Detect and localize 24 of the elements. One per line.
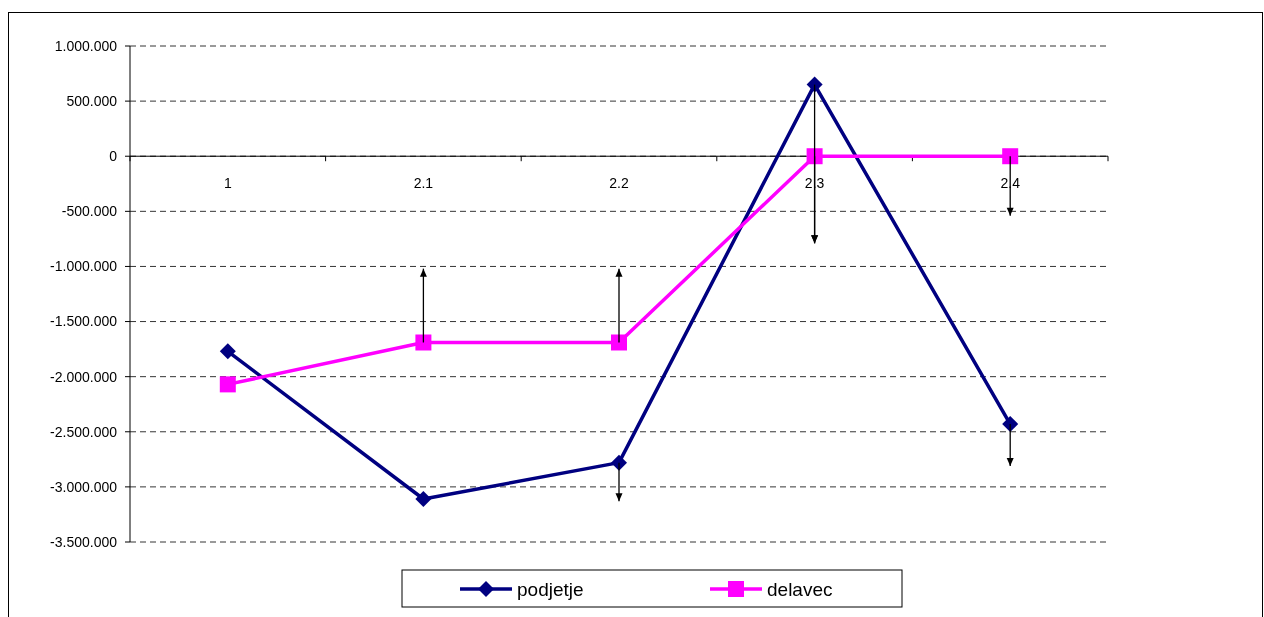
y-tick-label: -3.000.000 bbox=[50, 478, 118, 495]
legend-label: delavec bbox=[767, 578, 833, 600]
y-tick-label: -500.000 bbox=[61, 203, 118, 220]
y-tick-label: 0 bbox=[109, 148, 118, 165]
legend-label: podjetje bbox=[517, 578, 584, 600]
x-tick-label: 2.1 bbox=[413, 175, 434, 192]
point bbox=[219, 376, 236, 393]
y-tick-label: -3.500.000 bbox=[50, 533, 118, 550]
point bbox=[415, 334, 432, 351]
x-tick-label: 1 bbox=[223, 175, 232, 192]
x-tick-label: 2.2 bbox=[609, 175, 629, 192]
y-tick-label: -1.000.000 bbox=[50, 258, 118, 275]
y-tick-label: -2.000.000 bbox=[50, 368, 118, 385]
y-tick-label: -1.500.000 bbox=[50, 313, 118, 330]
point bbox=[806, 76, 823, 93]
y-tick-label: -2.500.000 bbox=[50, 423, 118, 440]
point bbox=[806, 148, 823, 165]
y-tick-label: 500.000 bbox=[66, 93, 118, 110]
point bbox=[1002, 416, 1019, 433]
y-tick-label: 1.000.000 bbox=[54, 37, 118, 54]
point bbox=[219, 343, 236, 360]
point bbox=[1002, 148, 1019, 165]
point bbox=[415, 491, 432, 508]
point bbox=[611, 334, 627, 351]
